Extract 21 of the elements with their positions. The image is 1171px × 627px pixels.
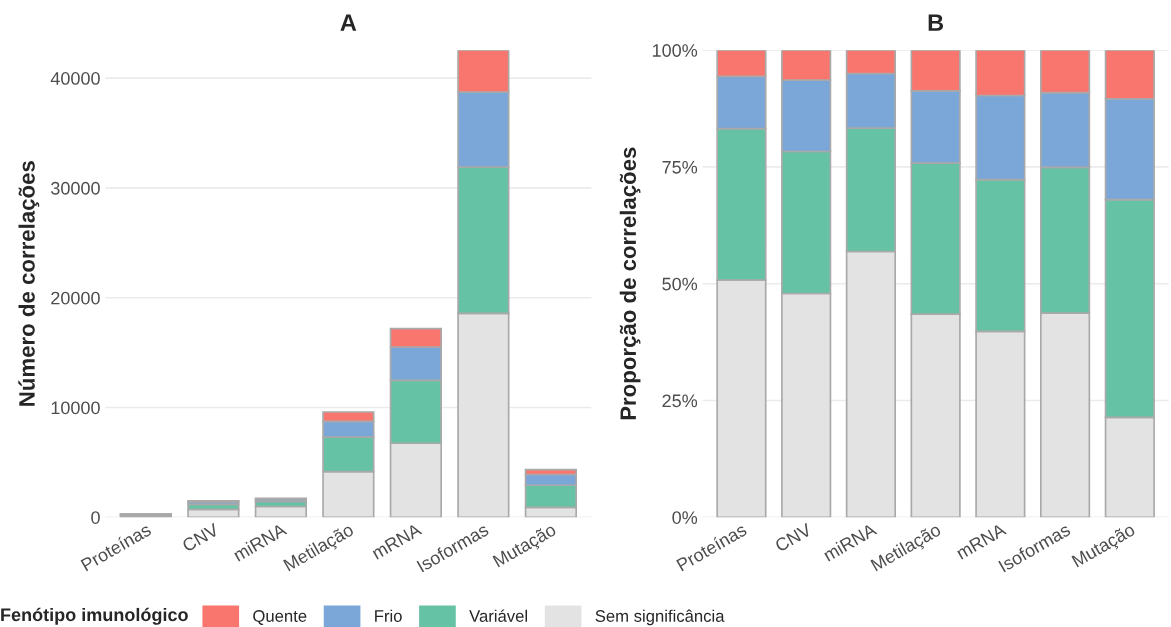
- y-tick-label: 50%: [662, 277, 698, 291]
- y-tick-label: 0: [91, 511, 100, 524]
- y-tick-label: 10000: [51, 401, 100, 415]
- legend-label: Quente: [253, 610, 307, 625]
- y-axis-title: Proporção de correlações: [619, 147, 641, 420]
- legend-label: Frio: [375, 609, 402, 622]
- y-tick-label: 20000: [51, 291, 100, 305]
- y-tick-label: 40000: [50, 72, 100, 85]
- y-tick-label: 75%: [662, 160, 698, 174]
- x-tick-label: CNV: [774, 522, 813, 553]
- legend-title: Fenótipo imunológico: [1, 607, 188, 625]
- legend-label: Sem significância: [595, 609, 725, 626]
- chart-title: A: [340, 14, 357, 31]
- y-tick-label: 25%: [662, 394, 698, 408]
- y-tick-label: 0%: [672, 511, 698, 524]
- y-axis-title: Número de correlações: [18, 161, 40, 406]
- x-tick-label: CNV: [181, 522, 220, 553]
- y-tick-label: 100%: [652, 44, 698, 57]
- legend-label: Variável: [469, 609, 527, 622]
- chart-title: B: [928, 14, 944, 31]
- y-tick-label: 30000: [51, 181, 100, 195]
